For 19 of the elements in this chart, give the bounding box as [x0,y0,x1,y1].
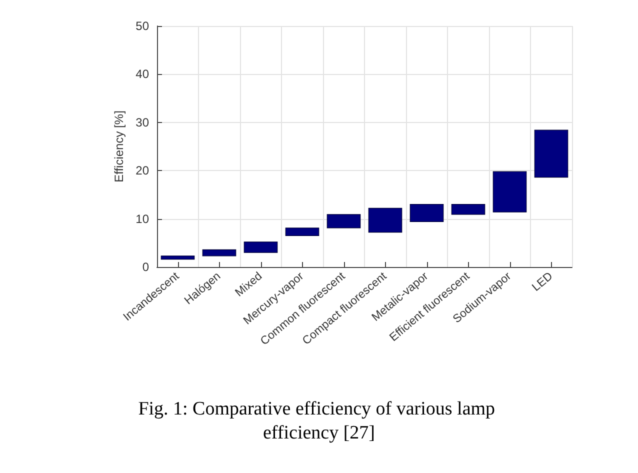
bar [244,242,278,253]
y-tick-label: 0 [142,260,150,274]
bar [202,249,236,256]
y-tick-label: 20 [136,164,150,178]
x-tick-label: LED [530,270,556,294]
y-tick-label: 40 [136,67,150,82]
bar [285,228,320,236]
y-tick-label: 50 [136,19,150,33]
y-tick-label: 10 [136,212,150,226]
y-axis-title: Efficiency [%] [112,110,126,182]
bar [451,204,486,215]
bar [326,214,361,228]
bar [492,171,527,212]
bar [534,130,568,178]
bar [160,256,195,260]
y-tick-label: 30 [136,115,150,130]
bar [410,204,444,222]
bar [368,208,402,233]
text: Fig. 1: Comparative efficiency of various lamp efficiency [27] [138,398,500,444]
